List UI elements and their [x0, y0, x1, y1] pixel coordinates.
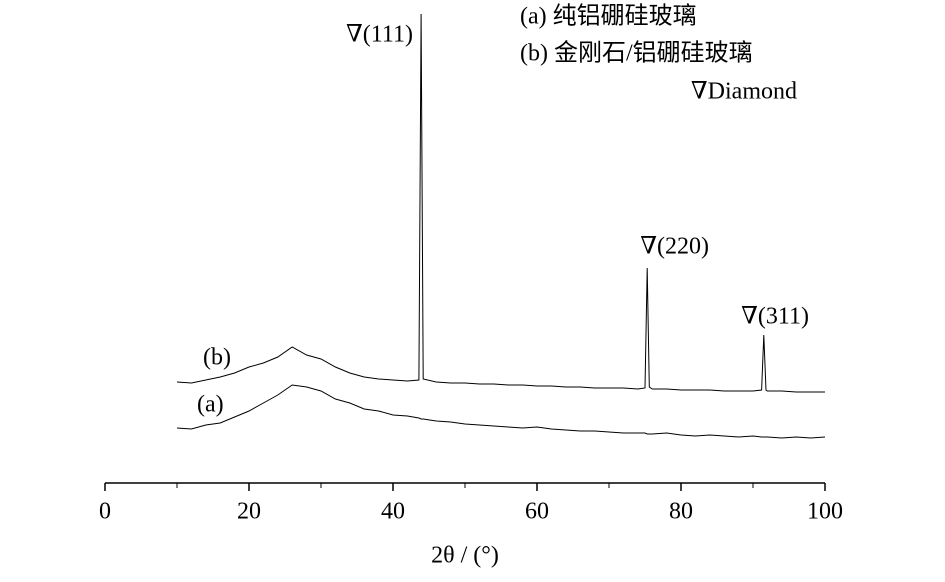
curve-label: (b) [203, 345, 231, 371]
peak-annotation: ∇(111) [346, 22, 413, 48]
series-line [176, 384, 826, 439]
x-axis-label: 2θ / (°) [431, 543, 499, 569]
legend-note: ∇Diamond [691, 79, 797, 105]
x-tick-label: 60 [525, 499, 549, 525]
legend-entry: (a) 纯铝硼硅玻璃 [520, 3, 697, 30]
x-tick-label: 20 [237, 499, 261, 525]
curve-label: (a) [197, 392, 224, 418]
x-tick-label: 100 [807, 499, 843, 525]
legend-entry: (b) 金刚石/铝硼硅玻璃 [520, 40, 753, 67]
peak-annotation: ∇(220) [640, 234, 709, 260]
series-line [176, 13, 825, 393]
x-tick-label: 0 [99, 499, 111, 525]
x-tick-label: 40 [381, 499, 405, 525]
x-tick-label: 80 [669, 499, 693, 525]
peak-annotation: ∇(311) [741, 304, 809, 330]
